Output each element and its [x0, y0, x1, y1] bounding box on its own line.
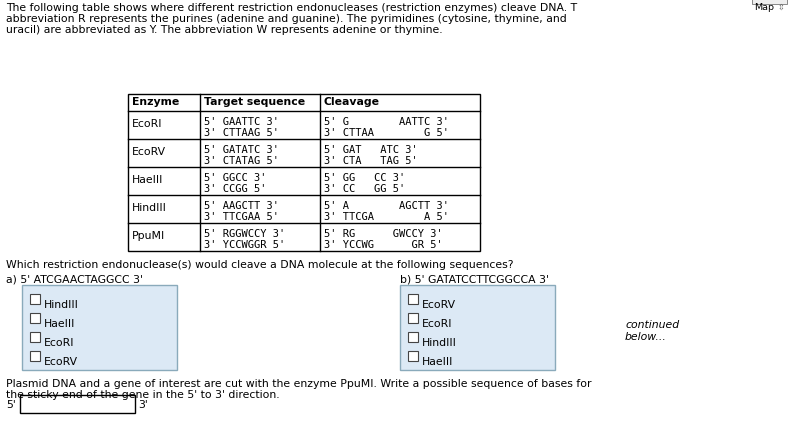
- Text: b) 5' GATATCCTTCGGCCA 3': b) 5' GATATCCTTCGGCCA 3': [400, 273, 549, 283]
- Text: 5' A        AGCTT 3': 5' A AGCTT 3': [324, 201, 449, 210]
- Bar: [20, 395, 135, 413]
- Text: continued
below...: continued below...: [625, 319, 679, 341]
- Text: 3': 3': [138, 399, 148, 409]
- Text: EcoRI: EcoRI: [422, 318, 453, 328]
- Text: 5' GAATTC 3': 5' GAATTC 3': [204, 117, 279, 127]
- Text: HindIII: HindIII: [422, 337, 457, 347]
- Text: Cleavage: Cleavage: [324, 97, 380, 107]
- Text: uracil) are abbreviated as Y. The abbreviation W represents adenine or thymine.: uracil) are abbreviated as Y. The abbrev…: [6, 25, 443, 35]
- Text: abbreviation R represents the purines (adenine and guanine). The pyrimidines (cy: abbreviation R represents the purines (a…: [6, 14, 567, 24]
- Text: EcoRI: EcoRI: [44, 337, 75, 347]
- Text: ⇳: ⇳: [778, 3, 785, 12]
- Text: 5' RGGWCCY 3': 5' RGGWCCY 3': [204, 228, 285, 238]
- Text: a) 5' ATCGAACTAGGCC 3': a) 5' ATCGAACTAGGCC 3': [6, 273, 143, 283]
- Text: PpuMI: PpuMI: [132, 230, 165, 240]
- Bar: [22, 285, 177, 370]
- Text: The following table shows where different restriction endonucleases (restriction: The following table shows where differen…: [6, 3, 577, 13]
- Text: 5' GATATC 3': 5' GATATC 3': [204, 145, 279, 155]
- Text: the sticky end of the gene in the 5' to 3' direction.: the sticky end of the gene in the 5' to …: [6, 389, 280, 399]
- Text: 3' CC   GG 5': 3' CC GG 5': [324, 184, 406, 194]
- Text: 3' CCGG 5': 3' CCGG 5': [204, 184, 267, 194]
- Text: EcoRI: EcoRI: [132, 119, 162, 129]
- Text: 3' YCCWGGR 5': 3' YCCWGGR 5': [204, 240, 285, 250]
- Text: HaeIII: HaeIII: [422, 356, 453, 366]
- Bar: [30, 351, 40, 361]
- Text: Map: Map: [754, 3, 774, 12]
- Bar: [30, 313, 40, 323]
- Text: 3' YCCWG      GR 5': 3' YCCWG GR 5': [324, 240, 443, 250]
- Text: 3' CTA   TAG 5': 3' CTA TAG 5': [324, 156, 418, 166]
- Text: HaeIII: HaeIII: [132, 174, 163, 184]
- Text: 5' GGCC 3': 5' GGCC 3': [204, 173, 267, 183]
- Text: HindIII: HindIII: [44, 299, 79, 309]
- Text: 3' CTTAA        G 5': 3' CTTAA G 5': [324, 128, 449, 138]
- Bar: [128, 95, 480, 251]
- Text: EcoRV: EcoRV: [422, 299, 456, 309]
- Text: 5' AAGCTT 3': 5' AAGCTT 3': [204, 201, 279, 210]
- Bar: [30, 332, 40, 342]
- Text: EcoRV: EcoRV: [44, 356, 78, 366]
- Bar: [752, 0, 787, 5]
- Text: HindIII: HindIII: [132, 203, 167, 213]
- Text: 3' CTATAG 5': 3' CTATAG 5': [204, 156, 279, 166]
- Text: 5': 5': [6, 399, 15, 409]
- Text: 5' RG      GWCCY 3': 5' RG GWCCY 3': [324, 228, 443, 238]
- Text: HaeIII: HaeIII: [44, 318, 75, 328]
- Text: 5' G        AATTC 3': 5' G AATTC 3': [324, 117, 449, 127]
- Text: 3' TTCGA        A 5': 3' TTCGA A 5': [324, 211, 449, 221]
- Bar: [408, 351, 418, 361]
- Bar: [30, 294, 40, 304]
- Text: Which restriction endonuclease(s) would cleave a DNA molecule at the following s: Which restriction endonuclease(s) would …: [6, 260, 513, 270]
- Text: Enzyme: Enzyme: [132, 97, 179, 107]
- Bar: [408, 294, 418, 304]
- Text: Target sequence: Target sequence: [204, 97, 305, 107]
- Text: EcoRV: EcoRV: [132, 147, 166, 157]
- Bar: [400, 285, 555, 370]
- Text: 5' GAT   ATC 3': 5' GAT ATC 3': [324, 145, 418, 155]
- Bar: [408, 332, 418, 342]
- Text: 5' GG   CC 3': 5' GG CC 3': [324, 173, 406, 183]
- Text: 3' TTCGAA 5': 3' TTCGAA 5': [204, 211, 279, 221]
- Text: Plasmid DNA and a gene of interest are cut with the enzyme PpuMI. Write a possib: Plasmid DNA and a gene of interest are c…: [6, 378, 591, 388]
- Bar: [408, 313, 418, 323]
- Text: 3' CTTAAG 5': 3' CTTAAG 5': [204, 128, 279, 138]
